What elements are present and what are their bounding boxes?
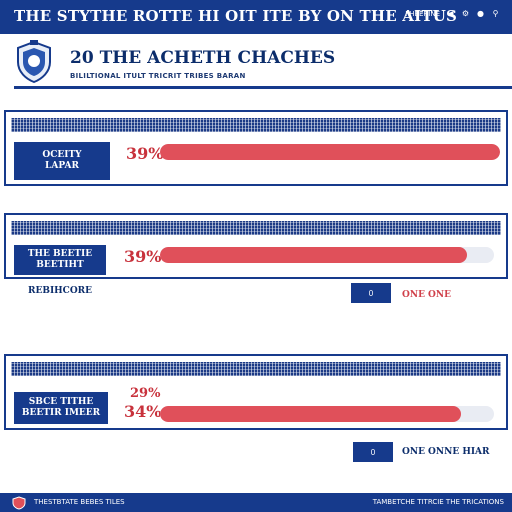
panel-percent-bottom: 34% [124,402,162,421]
stat-panel-1: OCEITY LAPAR 39% [4,110,508,186]
section-label: REBIHCORE [28,286,93,296]
panel-label-line2: LAPAR [45,161,79,171]
top-link[interactable]: FHEERINE [405,9,440,18]
action-button-2[interactable]: 0 [353,442,393,462]
panel-label-line2: BEETIHT [36,260,84,270]
panel-label-line1: THE BEETIE [27,249,93,259]
search-icon[interactable]: ⚲ [492,9,499,18]
stat-panel-2: THE BEETIE BEETIHT 39% [4,213,508,279]
footer-right-text: TAMBETCHE TITRCIE THE TRICATIONS [372,498,504,506]
panel-stripe [11,362,501,376]
action-link-1[interactable]: ONE ONE [402,290,451,300]
panel-percent: 39% [126,144,164,163]
footer-left-text: THESTBTATE BEBES TILES [34,498,125,506]
panel-label-box: OCEITY LAPAR [14,142,110,180]
panel-label-box: SBCE TITHE BEETIR IMEER [14,392,108,424]
top-toolbar: FHEERINE ◀ ⚙ ● ⚲ [405,9,500,18]
footer-crest-icon [12,496,26,510]
panel-percent-top: 29% [130,386,161,401]
progress-fill [160,406,461,422]
panel-label-box: THE BEETIE BEETIHT [14,245,106,275]
progress-track [160,406,494,422]
share-icon[interactable]: ◀ [447,9,454,18]
header-divider [14,86,512,89]
panel-stripe [11,118,501,132]
progress-fill [160,144,500,160]
panel-label-line1: OCEITY [42,150,82,160]
panel-label-line1: SBCE TITHE [28,397,94,407]
progress-fill [160,247,468,263]
page-title: 20 THE ACHETH CHACHES [70,48,336,68]
page-subtitle: BILILTIONAL ITULT TRICRIT TRIBES BARAN [70,72,246,80]
stat-panel-3: SBCE TITHE BEETIR IMEER 29% 34% [4,354,508,430]
user-icon[interactable]: ● [477,9,484,18]
progress-track [160,247,494,263]
progress-track [160,144,500,160]
app-title: THE STYTHE ROTTE HI OIT ITE BY ON THE AI… [14,7,458,25]
action-button-1[interactable]: 0 [351,283,391,303]
action-link-2[interactable]: ONE ONNE HIAR [402,447,490,457]
panel-stripe [11,221,501,235]
crest-icon [17,40,51,84]
panel-percent: 39% [124,247,162,266]
panel-label-line2: BEETIR IMEER [21,408,101,418]
footer-bar: THESTBTATE BEBES TILES TAMBETCHE TITRCIE… [0,493,512,512]
top-bar: THE STYTHE ROTTE HI OIT ITE BY ON THE AI… [0,0,512,34]
settings-icon[interactable]: ⚙ [461,9,470,18]
